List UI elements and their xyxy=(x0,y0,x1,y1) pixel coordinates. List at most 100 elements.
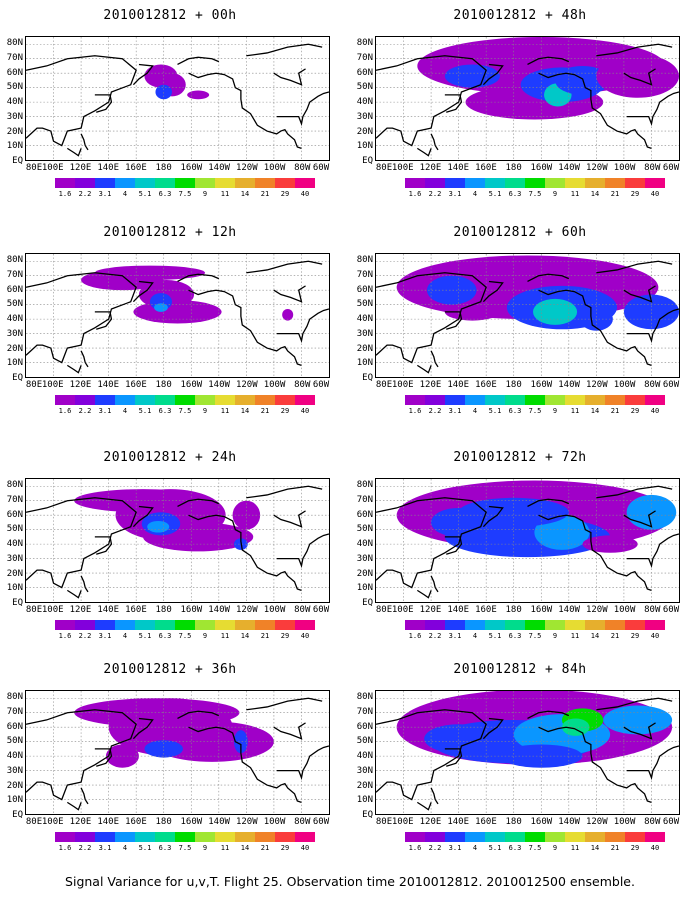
map-plot-area xyxy=(25,690,330,815)
colorbar-swatch xyxy=(115,832,135,842)
longitude-tick-label: 120W xyxy=(235,163,258,173)
colorbar-swatch xyxy=(485,620,505,630)
coastline xyxy=(527,273,570,283)
latitude-tick-label: 10N xyxy=(356,358,373,369)
latitude-tick-label: 30N xyxy=(6,328,23,339)
colorbar-level-label: 3.1 xyxy=(98,407,112,415)
colorbar-swatch xyxy=(155,620,175,630)
colorbar-level-label: 2.2 xyxy=(428,844,442,852)
colorbar-swatch xyxy=(275,620,295,630)
coastline xyxy=(623,722,656,740)
colorbar-swatch xyxy=(545,395,565,405)
latitude-tick-label: EQ xyxy=(362,810,373,820)
latitude-tick-label: 30N xyxy=(6,553,23,564)
colorbar-level-label: 40 xyxy=(650,190,660,198)
coastline xyxy=(376,709,487,801)
colorbar-level-label: 3.1 xyxy=(98,190,112,198)
map-plot-area xyxy=(375,36,680,161)
colorbar-level-label: 1.6 xyxy=(58,407,72,415)
longitude-tick-label: 160W xyxy=(180,605,203,615)
colorbar-level-label: 6.3 xyxy=(508,407,522,415)
latitude-tick-label: 80N xyxy=(6,480,23,491)
coastline xyxy=(623,68,656,86)
latitude-axis: 80N 70N 60N 50N 40N 30N 20N 10N EQ xyxy=(0,36,24,166)
coastline xyxy=(188,289,302,366)
coastline xyxy=(26,709,137,801)
colorbar-level-label: 1.6 xyxy=(58,632,72,640)
colorbar-swatch xyxy=(95,395,115,405)
colorbar-level-label: 9 xyxy=(202,632,208,640)
coastline xyxy=(273,68,306,86)
latitude-tick-label: 20N xyxy=(6,343,23,354)
coastline xyxy=(26,272,137,364)
coastline xyxy=(276,91,329,127)
colorbar-level-label: 29 xyxy=(280,844,290,852)
colorbar-swatch xyxy=(95,620,115,630)
colorbar-level-label: 21 xyxy=(610,632,620,640)
colorbar-swatch xyxy=(175,395,195,405)
longitude-tick-label: 100E xyxy=(41,380,64,390)
latitude-tick-label: 70N xyxy=(356,707,373,718)
coastline xyxy=(416,801,432,811)
longitude-tick-label: 100W xyxy=(613,605,636,615)
map-plot-area xyxy=(25,478,330,603)
colorbar-level-label: 40 xyxy=(650,632,660,640)
colorbar-level-label: 4 xyxy=(122,190,128,198)
colorbar-swatch xyxy=(545,178,565,188)
map-plot-area xyxy=(375,478,680,603)
longitude-tick-label: 180 xyxy=(155,163,172,173)
coastline xyxy=(276,308,329,344)
colorbar-swatch xyxy=(565,395,585,405)
colorbar-swatch xyxy=(425,395,445,405)
longitude-tick-label: 80E xyxy=(375,817,393,827)
longitude-tick-label: 80W xyxy=(294,163,311,173)
longitude-tick-label: 100E xyxy=(41,605,64,615)
coastline xyxy=(177,273,220,283)
longitude-tick-label: 180 xyxy=(155,817,172,827)
variance-contour-fill xyxy=(534,515,590,550)
longitude-tick-label: 140W xyxy=(208,605,230,615)
latitude-tick-label: 50N xyxy=(6,524,23,535)
latitude-tick-label: EQ xyxy=(12,156,23,166)
map-svg xyxy=(376,254,679,377)
colorbar-level-label: 29 xyxy=(280,632,290,640)
colorbar-swatch xyxy=(585,832,605,842)
colorbar-level-label: 9 xyxy=(552,407,558,415)
colorbar-level-label: 1.6 xyxy=(58,190,72,198)
colorbar-swatch xyxy=(195,395,215,405)
coastline xyxy=(444,94,463,113)
colorbar-swatch xyxy=(485,178,505,188)
coastline xyxy=(416,364,432,374)
colorbar-level-label: 7.5 xyxy=(528,190,542,198)
panel-title: 2010012812 + 48h xyxy=(453,8,587,23)
variance-contour-fill xyxy=(596,54,679,98)
longitude-tick-label: 160E xyxy=(125,817,147,827)
variance-contour-fill xyxy=(74,489,212,513)
colorbar-swatch xyxy=(465,395,485,405)
panel-title: 2010012812 + 12h xyxy=(103,225,237,240)
longitude-tick-label: 120E xyxy=(419,605,442,615)
colorbar-swatch xyxy=(295,620,315,630)
colorbar-swatch xyxy=(425,620,445,630)
longitude-tick-label: 120W xyxy=(235,380,258,390)
longitude-tick-label: 80W xyxy=(644,817,661,827)
variance-contour-fill xyxy=(533,298,578,325)
longitude-tick-label: 80W xyxy=(644,605,661,615)
latitude-tick-label: 10N xyxy=(6,583,23,594)
longitude-tick-label: 80E xyxy=(375,163,393,173)
longitude-axis: 80E 100E 120E 140E 160E 180 160W 140W 120W 100W 80… xyxy=(25,163,330,175)
colorbar-level-label: 29 xyxy=(630,844,640,852)
latitude-tick-label: 40N xyxy=(6,539,23,550)
longitude-tick-label: 60W xyxy=(312,163,330,173)
latitude-axis: 80N 70N 60N 50N 40N 30N 20N 10N EQ xyxy=(350,253,374,383)
map-svg xyxy=(26,691,329,814)
coastline xyxy=(596,43,673,57)
longitude-tick-label: 80E xyxy=(25,163,43,173)
colorbar-level-label: 6.3 xyxy=(508,632,522,640)
colorbar-level-label: 29 xyxy=(630,190,640,198)
coastline xyxy=(273,510,306,528)
colorbar-swatch xyxy=(405,178,425,188)
map-panel: 2010012812 + 72h 80N 70N 60N 50N 40N 30N 20N 10N… xyxy=(350,450,680,660)
colorbar-swatch xyxy=(465,832,485,842)
colorbar-swatch xyxy=(545,832,565,842)
